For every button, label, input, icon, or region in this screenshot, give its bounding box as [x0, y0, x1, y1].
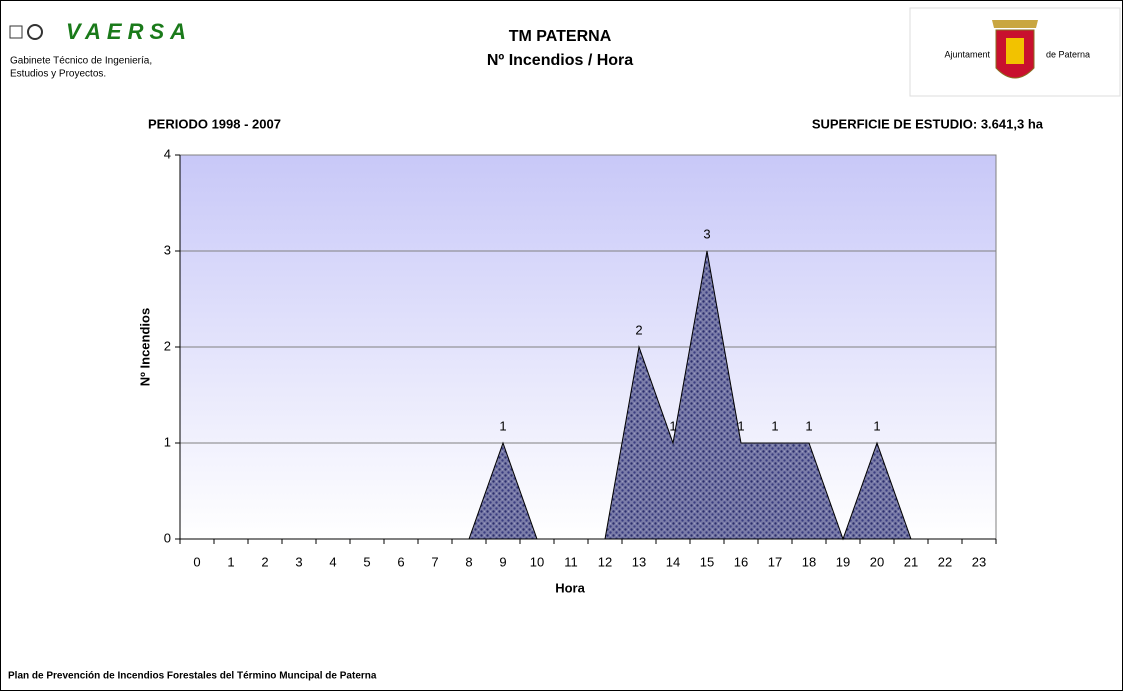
y-axis-label: Nº Incendios	[137, 308, 152, 386]
x-tick-label: 13	[632, 554, 646, 569]
chart-subtitle: Nº Incendios / Hora	[487, 52, 633, 69]
y-tick-label: 4	[164, 146, 171, 161]
municipality-box	[909, 7, 1121, 97]
x-tick-label: 2	[261, 554, 268, 569]
x-tick-label: 8	[465, 554, 472, 569]
x-tick-label: 7	[431, 554, 438, 569]
x-tick-label: 12	[598, 554, 612, 569]
chart-title: TM PATERNA	[509, 28, 612, 45]
x-tick-label: 3	[295, 554, 302, 569]
x-axis-label: Hora	[555, 580, 585, 595]
y-tick-label: 0	[164, 530, 171, 545]
data-label: 1	[669, 418, 676, 433]
x-tick-label: 14	[666, 554, 680, 569]
x-tick-label: 17	[768, 554, 782, 569]
company-line: Estudios y Proyectos.	[10, 69, 106, 80]
x-tick-label: 21	[904, 554, 918, 569]
x-tick-label: 23	[972, 554, 986, 569]
y-tick-label: 2	[164, 338, 171, 353]
x-tick-label: 4	[329, 554, 336, 569]
x-tick-label: 11	[564, 554, 578, 569]
x-tick-label: 1	[227, 554, 234, 569]
x-tick-label: 9	[499, 554, 506, 569]
x-tick-label: 6	[397, 554, 404, 569]
data-label: 1	[805, 418, 812, 433]
brand: VAERSA	[66, 19, 192, 44]
data-label: 3	[703, 226, 710, 241]
x-tick-label: 5	[363, 554, 370, 569]
company-line: Gabinete Técnico de Ingeniería,	[10, 56, 152, 67]
x-tick-label: 0	[193, 554, 200, 569]
x-tick-label: 20	[870, 554, 884, 569]
x-tick-label: 18	[802, 554, 816, 569]
municipality-text: Ajuntament	[944, 49, 990, 59]
x-tick-label: 22	[938, 554, 952, 569]
y-tick-label: 1	[164, 434, 171, 449]
study-area: SUPERFICIE DE ESTUDIO: 3.641,3 ha	[812, 116, 1044, 131]
x-tick-label: 19	[836, 554, 850, 569]
data-label: 1	[873, 418, 880, 433]
data-label: 1	[499, 418, 506, 433]
x-tick-label: 10	[530, 554, 544, 569]
period: PERIODO 1998 - 2007	[148, 116, 281, 131]
municipality-text: de Paterna	[1046, 49, 1090, 59]
x-tick-label: 16	[734, 554, 748, 569]
data-label: 1	[771, 418, 778, 433]
data-label: 1	[737, 418, 744, 433]
footer: Plan de Prevención de Incendios Forestal…	[8, 671, 377, 682]
x-tick-label: 15	[700, 554, 714, 569]
vaersa-logo	[9, 24, 43, 40]
data-label: 2	[635, 322, 642, 337]
coat-of-arms	[992, 20, 1038, 79]
y-tick-label: 3	[164, 242, 171, 257]
